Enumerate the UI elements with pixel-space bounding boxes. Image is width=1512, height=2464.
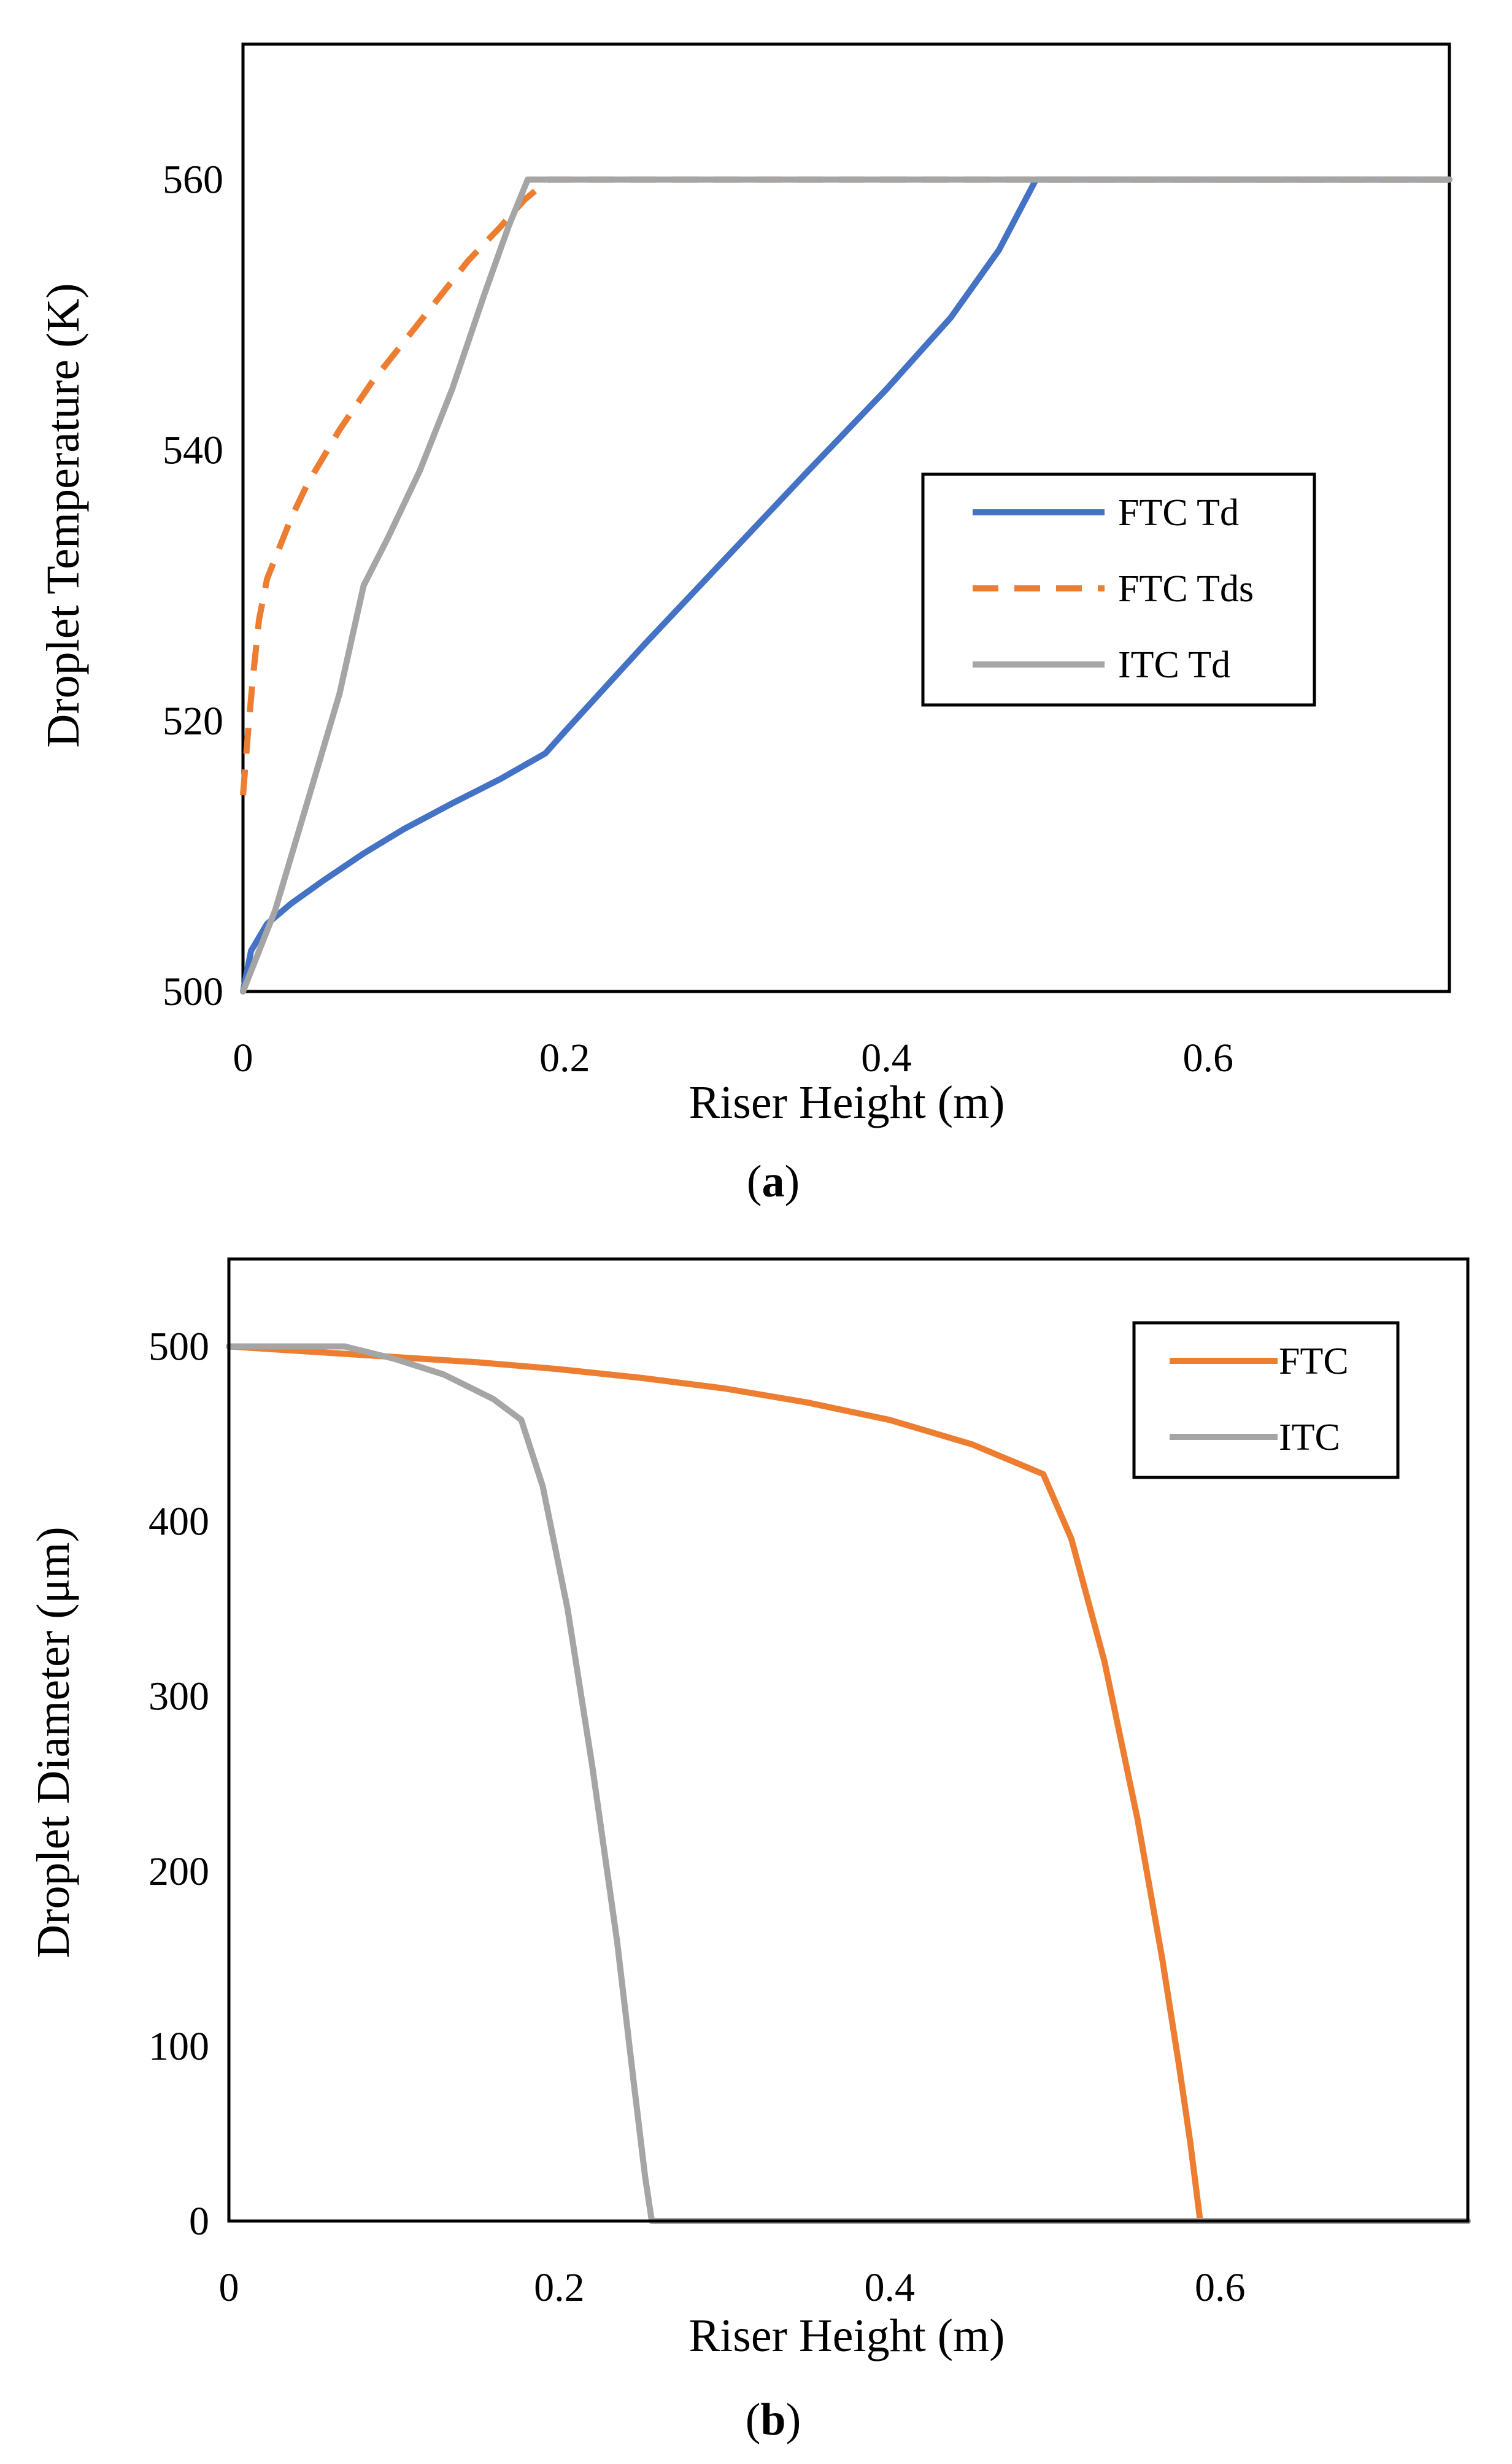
x-tick-label: 0.6 bbox=[1195, 2265, 1246, 2310]
chart-b-y-tick-labels: 0 100 200 300 400 500 bbox=[148, 1325, 209, 2244]
y-tick-label: 500 bbox=[163, 969, 223, 1014]
chart-a-y-axis-label: Droplet Temperature (K) bbox=[37, 283, 89, 747]
y-tick-label: 300 bbox=[148, 1674, 209, 1719]
chart-a-legend: FTC Td FTC Tds ITC Td bbox=[921, 472, 1316, 707]
x-tick-label: 0.6 bbox=[1183, 1036, 1234, 1080]
chart-a-x-tick-labels: 0 0.2 0.4 0.6 bbox=[233, 1036, 1234, 1080]
chart-a-temperature: 500 520 540 560 0 0.2 0.4 0.6 Riser Height (m)… bbox=[37, 42, 1452, 1207]
y-tick-label: 0 bbox=[189, 2199, 209, 2244]
y-tick-label: 200 bbox=[148, 1849, 209, 1894]
chart-b-x-tick-labels: 0 0.2 0.4 0.6 bbox=[219, 2265, 1246, 2310]
x-tick-label: 0.4 bbox=[865, 2265, 916, 2310]
x-tick-label: 0 bbox=[233, 1036, 253, 1080]
x-tick-label: 0.2 bbox=[534, 2265, 585, 2310]
y-tick-label: 540 bbox=[163, 428, 223, 473]
chart-a-plot-frame bbox=[241, 42, 1451, 993]
chart-b-y-axis-label: Droplet Diameter (μm) bbox=[28, 1527, 79, 1958]
chart-a-caption: (a) bbox=[747, 1157, 800, 1207]
x-tick-label: 0.4 bbox=[861, 1036, 912, 1080]
chart-b-caption: (b) bbox=[746, 2395, 801, 2445]
y-tick-label: 500 bbox=[148, 1325, 209, 1369]
y-tick-label: 100 bbox=[148, 2024, 209, 2069]
legend-label-itc-td: ITC Td bbox=[1118, 644, 1230, 686]
chart-b-legend: FTC ITC bbox=[1132, 1321, 1400, 1479]
y-tick-label: 520 bbox=[163, 699, 223, 744]
y-tick-label: 560 bbox=[163, 158, 223, 202]
legend-label-ftc-tds: FTC Tds bbox=[1118, 568, 1254, 610]
y-tick-label: 400 bbox=[148, 1500, 209, 1544]
chart-b-legend-box bbox=[1132, 1321, 1400, 1479]
chart-a-y-tick-labels: 500 520 540 560 bbox=[163, 158, 223, 1014]
chart-b-diameter: 0 100 200 300 400 500 0 0.2 0.4 0.6 Riser Height… bbox=[28, 1257, 1471, 2445]
chart-b-caption-letter: b bbox=[760, 2395, 785, 2445]
x-tick-label: 0.2 bbox=[539, 1036, 590, 1080]
legend-label-ftc: FTC bbox=[1279, 1341, 1349, 1382]
chart-a-x-axis-label: Riser Height (m) bbox=[688, 1077, 1005, 1128]
chart-a-caption-letter: a bbox=[762, 1157, 785, 1207]
chart-b-plot-frame bbox=[227, 1257, 1470, 2223]
legend-label-ftc-td: FTC Td bbox=[1118, 492, 1239, 534]
series-line-itc-td bbox=[240, 176, 1452, 995]
legend-label-itc: ITC bbox=[1279, 1417, 1340, 1458]
chart-b-x-axis-label: Riser Height (m) bbox=[688, 2310, 1005, 2362]
x-tick-label: 0 bbox=[219, 2265, 239, 2310]
chart-a-series-group bbox=[240, 176, 1452, 995]
